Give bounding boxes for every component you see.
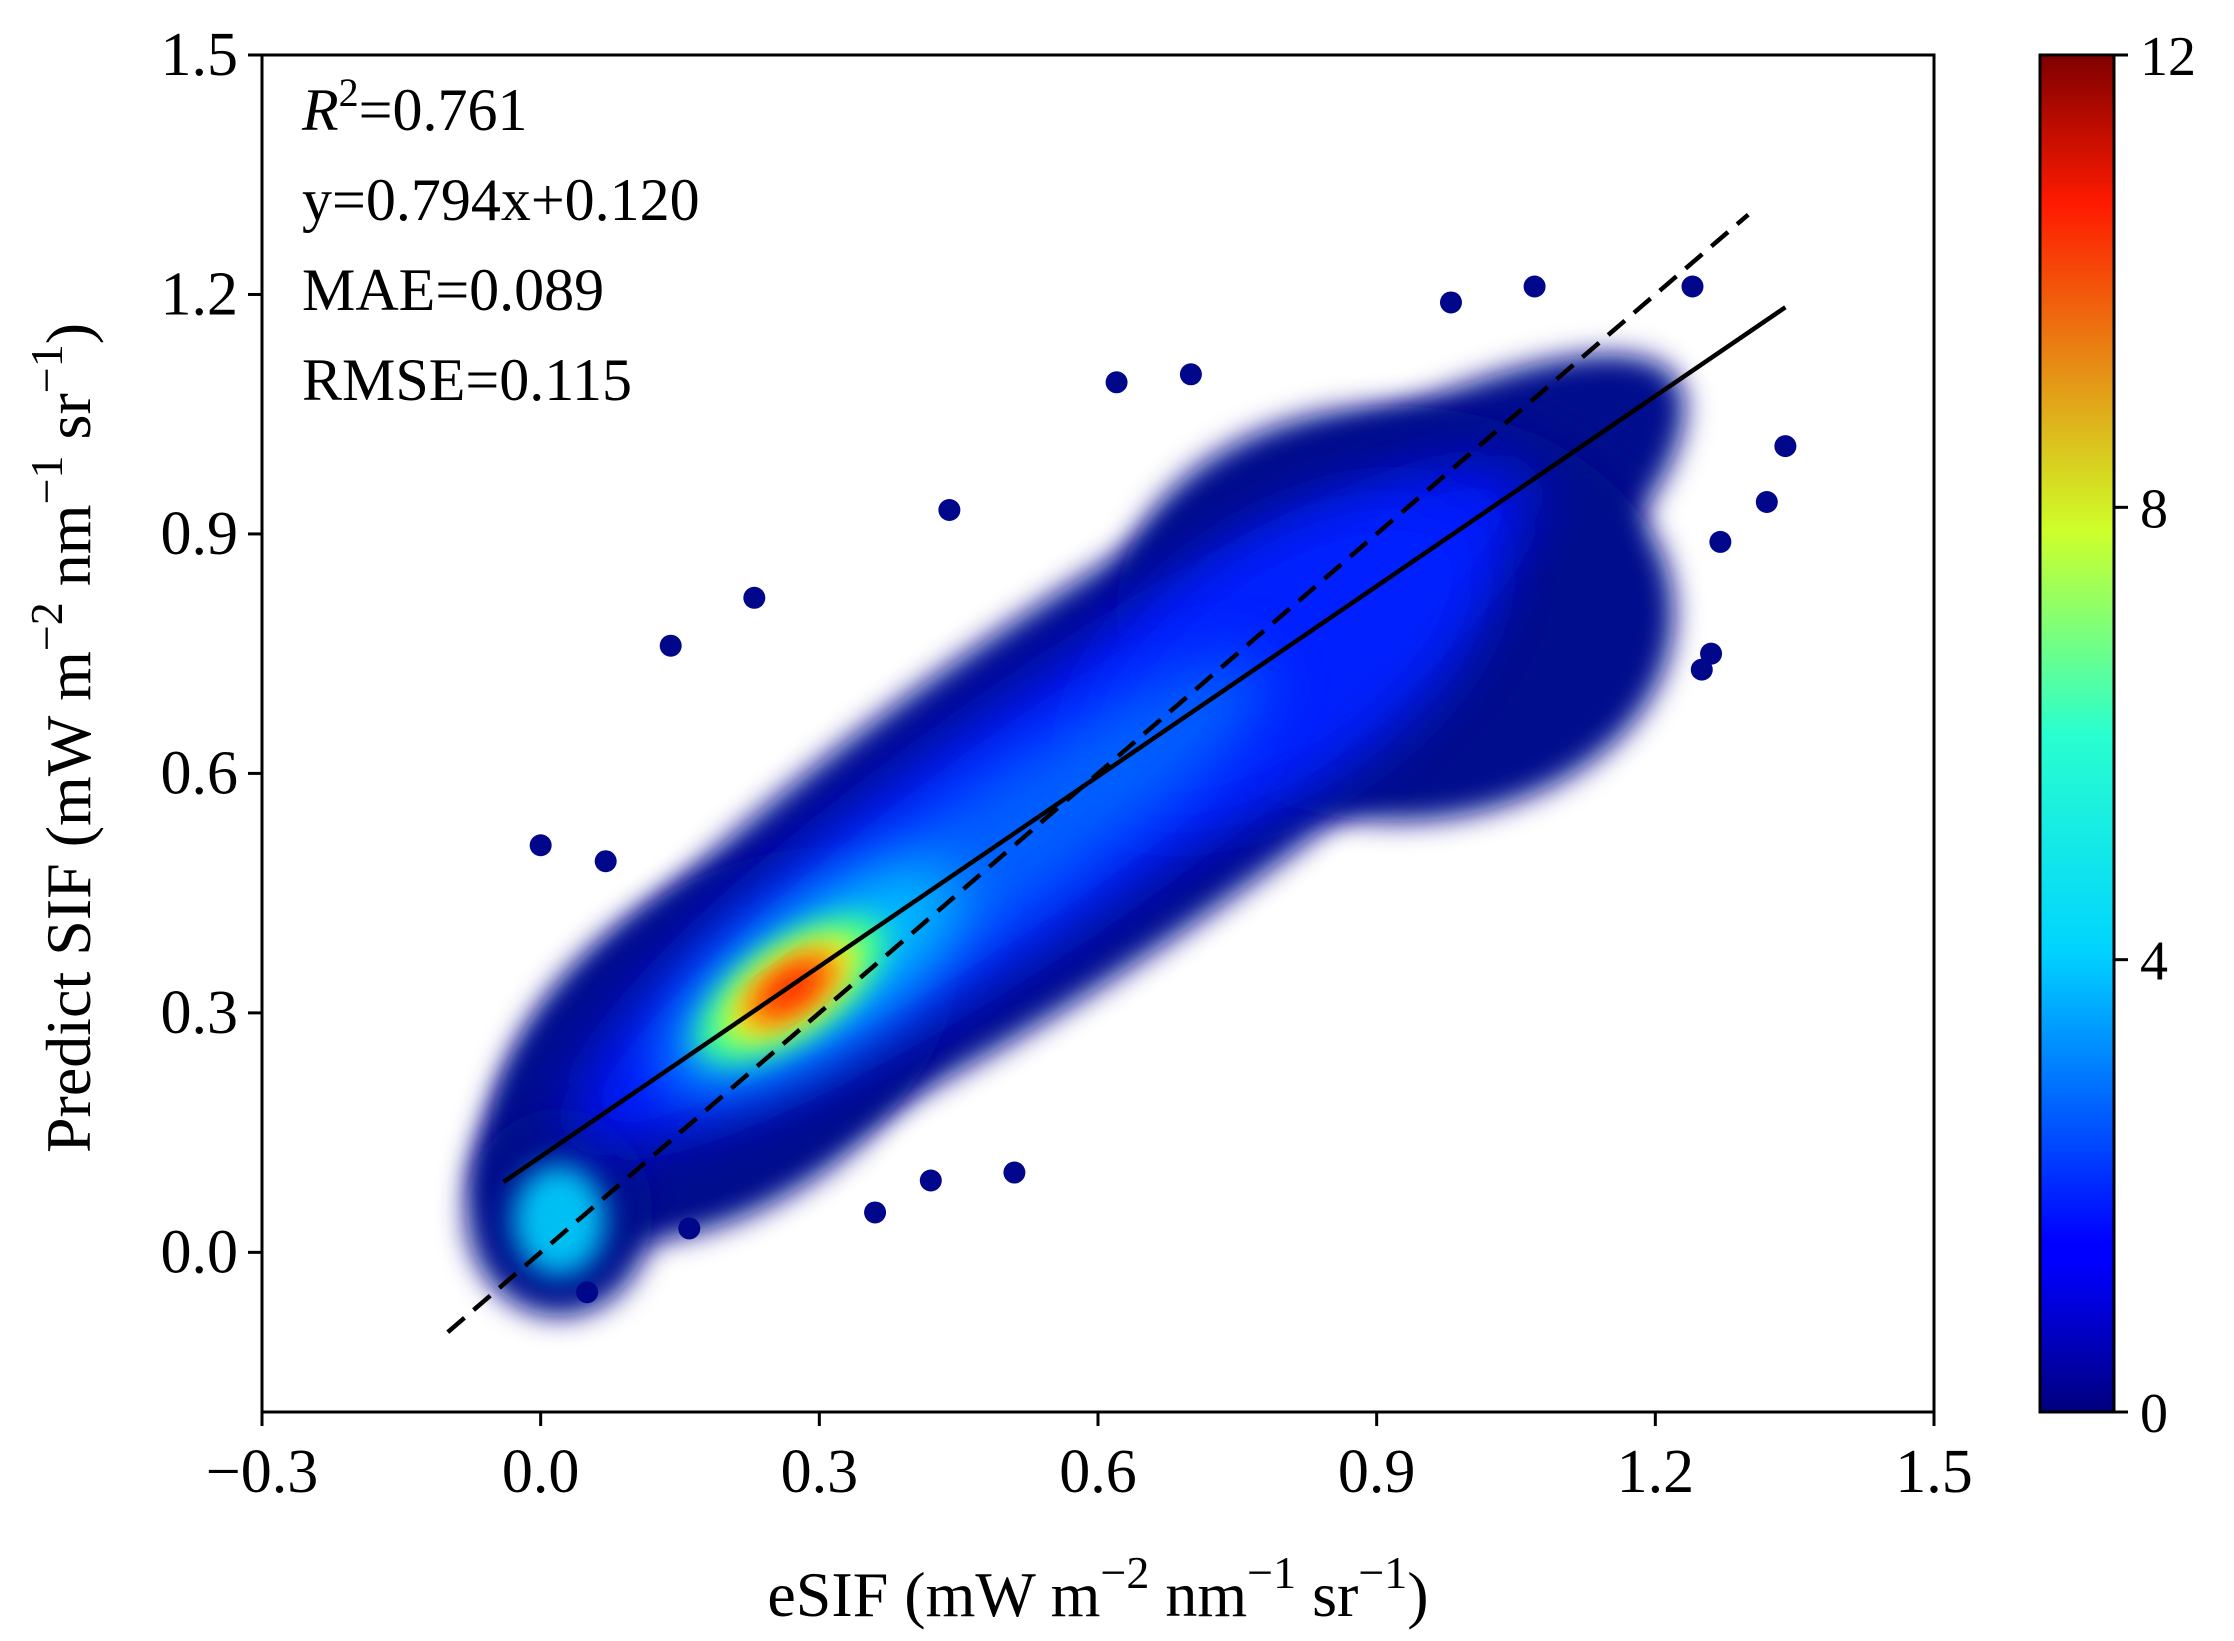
outlier-point [576,1281,599,1304]
y-tick-label: 1.5 [161,21,239,89]
outlier-point [743,586,766,609]
outlier-point [919,1169,942,1192]
x-tick-label: 0.3 [781,1438,859,1506]
outlier-point [1179,363,1202,386]
outlier-point [1681,275,1704,298]
outlier-point [1700,642,1723,665]
y-tick-label: 0.6 [161,739,239,807]
x-tick-label: 1.2 [1617,1438,1695,1506]
outlier-point [1003,1161,1026,1184]
outlier-point [1774,435,1797,458]
y-axis-ticks: 0.0 0.3 0.6 0.9 1.2 1.5 [161,21,262,1286]
outlier-point [1755,491,1778,514]
x-axis-ticks: −0.3 0.0 0.3 0.6 0.9 1.2 1.5 [206,1412,1973,1506]
r2-annotation: R2=0.761 [301,70,528,143]
x-tick-label: −0.3 [206,1438,318,1506]
stats-annotations: R2=0.761 y=0.794x+0.120 MAE=0.089 RMSE=0… [301,70,700,413]
outlier-point [1105,371,1128,394]
outlier-point [1439,291,1462,314]
x-tick-label: 0.9 [1338,1438,1416,1506]
equation-annotation: y=0.794x+0.120 [302,167,700,233]
outlier-point [864,1201,887,1224]
outlier-point [1523,275,1546,298]
colorbar-tick-label: 4 [2140,931,2168,993]
colorbar-ticks: 0 4 8 12 [2114,26,2196,1445]
outlier-point [529,834,552,857]
x-tick-label: 1.5 [1895,1438,1973,1506]
mae-annotation: MAE=0.089 [302,257,604,323]
colorbar-tick-label: 12 [2140,26,2196,88]
y-tick-label: 0.0 [161,1218,239,1286]
outlier-point [938,498,961,521]
x-axis-label: eSIF (mW m−2 nm−1 sr−1) [767,1547,1428,1630]
x-tick-label: 0.0 [502,1438,580,1506]
regression-lines [446,212,1787,1334]
fit-line [502,305,1787,1184]
outlier-point [678,1217,701,1240]
identity-line [446,212,1750,1334]
y-axis-label: Predict SIF (mW m−2 nm−1 sr−1) [21,323,104,1153]
colorbar-tick-label: 8 [2140,478,2168,540]
x-tick-label: 0.6 [1059,1438,1137,1506]
rmse-annotation: RMSE=0.115 [302,347,632,413]
colorbar-tick-label: 0 [2140,1383,2168,1445]
outlier-point [1690,658,1713,681]
y-tick-label: 1.2 [161,260,239,328]
outlier-point [594,850,617,873]
outlier-point [659,634,682,657]
density-region [512,1164,606,1277]
y-tick-label: 0.3 [161,979,239,1047]
colorbar [2038,53,2116,1414]
y-tick-label: 0.9 [161,500,239,568]
outlier-points [529,275,1797,1304]
outlier-point [1709,530,1732,553]
